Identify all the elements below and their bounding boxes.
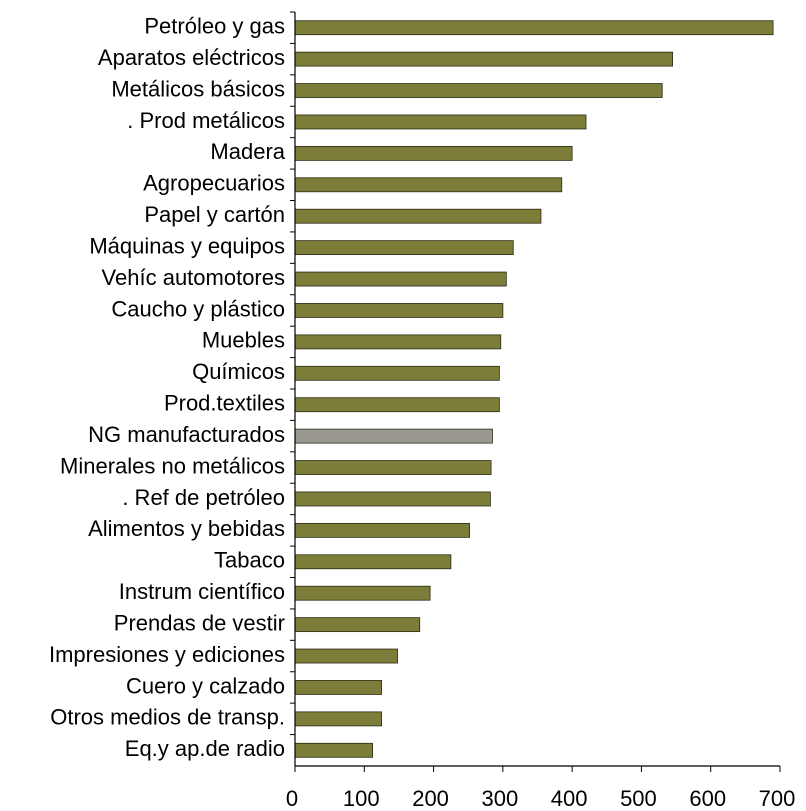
bar (294, 20, 774, 36)
y-tick-label: Prendas de vestir (114, 610, 285, 635)
bar (294, 51, 674, 67)
bar (294, 303, 504, 318)
bar (294, 240, 514, 256)
y-tick-label: Muebles (202, 328, 285, 353)
y-tick-label: Minerales no metálicos (60, 453, 285, 478)
x-tick-label: 700 (759, 786, 796, 811)
bar (294, 742, 373, 758)
bar (294, 648, 398, 664)
y-tick-label: Caucho y plástico (111, 296, 285, 321)
bar (294, 177, 563, 193)
x-tick-label: 600 (689, 786, 726, 811)
bar (294, 585, 431, 601)
y-tick-label: Alimentos y bebidas (88, 516, 285, 541)
bar (294, 365, 500, 381)
x-tick-label: 400 (551, 786, 588, 811)
x-tick-label: 300 (481, 786, 518, 811)
y-tick-label: Máquinas y equipos (89, 233, 285, 258)
x-tick-label: 0 (286, 786, 298, 811)
y-tick-label: Vehíc automotores (102, 265, 285, 290)
bar (294, 114, 587, 130)
y-tick-label: NG manufacturados (88, 422, 285, 447)
y-tick-label: Eq.y ap.de radio (125, 736, 285, 761)
bar (294, 711, 383, 727)
y-tick-label: Instrum científico (119, 579, 285, 604)
x-tick-label: 500 (620, 786, 657, 811)
y-tick-label: Metálicos básicos (111, 76, 285, 101)
bar (294, 617, 421, 633)
y-tick-label: Agropecuarios (143, 171, 285, 196)
bar (294, 491, 491, 507)
y-tick-label: Prod.textiles (164, 391, 285, 416)
y-tick-label: Cuero y calzado (126, 673, 285, 698)
y-tick-label: Aparatos eléctricos (98, 45, 285, 70)
y-tick-label: . Prod metálicos (127, 108, 285, 133)
y-tick-label: Otros medios de transp. (50, 705, 285, 730)
y-tick-label: Tabaco (214, 548, 285, 573)
bar (294, 208, 542, 224)
y-tick-label: Petróleo y gas (144, 14, 285, 39)
bar (294, 271, 507, 287)
bar (294, 428, 493, 444)
bar (294, 83, 663, 98)
y-tick-label: . Ref de petróleo (122, 485, 285, 510)
bar (294, 334, 502, 350)
x-tick-label: 200 (412, 786, 449, 811)
bar (294, 460, 492, 475)
bar (294, 554, 452, 570)
y-tick-label: Papel y cartón (144, 202, 285, 227)
y-tick-label: Químicos (192, 359, 285, 384)
bar (294, 522, 471, 538)
y-tick-label: Madera (210, 139, 285, 164)
y-tick-label: Impresiones y ediciones (49, 642, 285, 667)
x-tick-label: 100 (343, 786, 380, 811)
bar (294, 680, 383, 695)
bar (294, 145, 573, 161)
bar (294, 397, 500, 413)
